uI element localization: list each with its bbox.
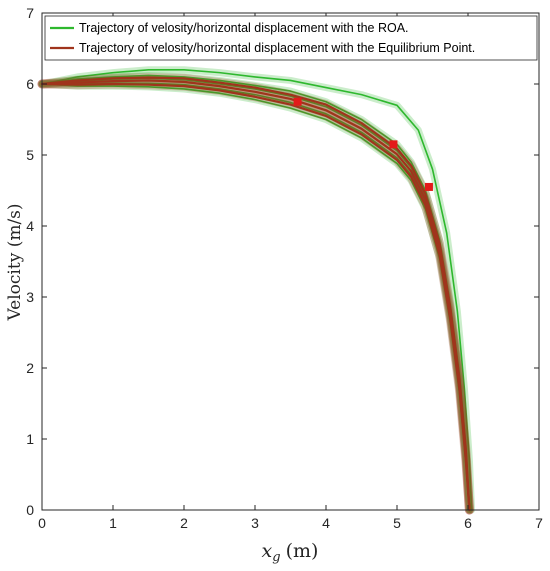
series-1-line-2 bbox=[40, 82, 471, 512]
equilibrium-marker-1 bbox=[389, 140, 398, 149]
series-layer bbox=[37, 66, 476, 515]
legend-box bbox=[44, 15, 538, 61]
y-tick-label: 3 bbox=[26, 289, 34, 305]
y-tick-label: 0 bbox=[26, 502, 34, 518]
y-tick-label: 7 bbox=[26, 5, 34, 21]
plot-frame bbox=[41, 12, 540, 511]
series-0-line-0 bbox=[41, 69, 473, 511]
y-tick-label: 5 bbox=[26, 147, 34, 163]
x-tick-label: 6 bbox=[464, 515, 472, 531]
y-tick-label: 1 bbox=[26, 431, 34, 447]
x-tick-label: 7 bbox=[535, 515, 543, 531]
legend-label-roa: Trajectory of velosity/horizontal displa… bbox=[79, 21, 409, 35]
series-1 bbox=[37, 73, 474, 515]
y-axis-title: Velocity (m/s) bbox=[5, 203, 25, 321]
x-axis-title-unit: (m) bbox=[286, 540, 319, 562]
y-tick-label: 6 bbox=[26, 76, 34, 92]
x-axis-title-main: x bbox=[262, 540, 273, 562]
legend: Trajectory of velosity/horizontal displa… bbox=[44, 15, 538, 61]
equilibrium-marker-0 bbox=[293, 97, 302, 106]
x-tick-label: 0 bbox=[38, 515, 46, 531]
marker-layer bbox=[293, 97, 433, 191]
x-tick-label: 4 bbox=[322, 515, 330, 531]
y-tick-label: 4 bbox=[26, 218, 34, 234]
y-axis: 0 1 2 3 4 5 6 7 bbox=[26, 5, 539, 518]
x-tick-label: 5 bbox=[393, 515, 401, 531]
legend-label-equilibrium: Trajectory of velosity/horizontal displa… bbox=[79, 41, 475, 55]
y-tick-label: 2 bbox=[26, 360, 34, 376]
x-axis: 0 1 2 3 4 5 6 7 bbox=[38, 13, 543, 531]
equilibrium-marker-2 bbox=[424, 182, 433, 191]
x-axis-title: xg (m) bbox=[262, 540, 319, 565]
x-axis-title-sub: g bbox=[272, 550, 280, 565]
x-tick-label: 2 bbox=[180, 515, 188, 531]
x-tick-label: 3 bbox=[251, 515, 259, 531]
x-tick-label: 1 bbox=[109, 515, 117, 531]
